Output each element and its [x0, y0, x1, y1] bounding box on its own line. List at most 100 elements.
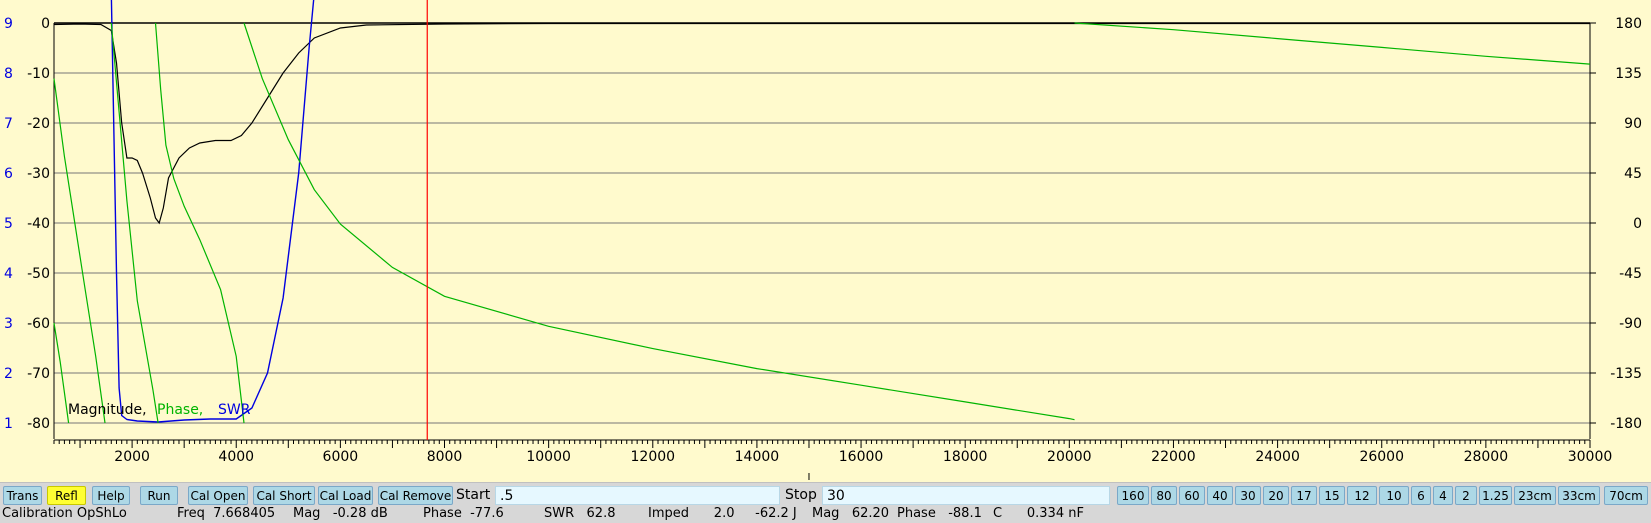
band-button-30[interactable]: 30	[1235, 486, 1261, 505]
left-axis: 9 0 8 -10 7 -20 6 -30 5 -40 4 -50 3 -60 2 -70 1 -80	[4, 16, 50, 432]
sweep-chart: 2000 4000 6000 8000 10000 12000 14000 16000 1800…	[0, 0, 1651, 480]
x-tick-label: 4000	[218, 449, 254, 465]
freq-readout: Freq 7.668405	[177, 506, 276, 521]
band-button-33cm[interactable]: 33cm	[1558, 486, 1600, 505]
stop-input[interactable]	[822, 486, 1110, 505]
x-tick-label: 8000	[427, 449, 463, 465]
phase-trace	[1074, 22, 1591, 65]
status-bar: Calibration OpShLo Freq 7.668405 Mag -0.…	[0, 506, 1651, 523]
mag-tick-label: -30	[27, 166, 50, 182]
band-button-6[interactable]: 6	[1411, 486, 1431, 505]
chart-grid	[53, 22, 1591, 439]
trans-button[interactable]: Trans	[3, 486, 42, 505]
phase-tick-label: -45	[1619, 266, 1642, 282]
phase-tick-label: 180	[1615, 16, 1642, 32]
x-tick-label: 22000	[1151, 449, 1196, 465]
band-button-2[interactable]: 2	[1455, 486, 1477, 505]
swr-tick-label: 6	[4, 166, 13, 182]
band-button-80[interactable]: 80	[1151, 486, 1177, 505]
swr-tick-label: 1	[4, 416, 13, 432]
band-button-15[interactable]: 15	[1319, 486, 1345, 505]
swr-readout: SWR 62.8	[544, 506, 616, 521]
cal-remove-button[interactable]: Cal Remove	[378, 486, 453, 505]
phase-tick-label: 135	[1615, 66, 1642, 82]
x-tick-label: 2000	[114, 449, 150, 465]
cal-short-button[interactable]: Cal Short	[253, 486, 315, 505]
capacitance-readout: C 0.334 nF	[993, 506, 1084, 521]
phase-trace	[53, 322, 70, 424]
phase-tick-label: 90	[1624, 116, 1642, 132]
calibration-status: Calibration OpShLo	[2, 506, 127, 521]
mag-ohms-readout: Mag 62.20	[812, 506, 890, 521]
band-button-1.25[interactable]: 1.25	[1479, 486, 1512, 505]
x-tick-label: 12000	[631, 449, 676, 465]
band-button-70cm[interactable]: 70cm	[1604, 486, 1648, 505]
swr-tick-label: 4	[4, 266, 13, 282]
swr-tick-label: 8	[4, 66, 13, 82]
x-tick-label: 18000	[943, 449, 988, 465]
phase-readout: Phase -77.6	[423, 506, 504, 521]
phase-tick-label: -135	[1610, 366, 1642, 382]
legend-item: SWR	[218, 402, 251, 418]
swr-tick-label: 5	[4, 216, 13, 232]
chart-traces	[53, 0, 1591, 440]
band-button-20[interactable]: 20	[1263, 486, 1289, 505]
mag-tick-label: -50	[27, 266, 50, 282]
x-tick-label: 24000	[1255, 449, 1300, 465]
swr-trace	[110, 0, 315, 423]
mag-tick-label: -10	[27, 66, 50, 82]
x-tick-label: 28000	[1464, 449, 1509, 465]
band-button-40[interactable]: 40	[1207, 486, 1233, 505]
x-tick-label: 20000	[1047, 449, 1092, 465]
right-axis: 180 135 90 45 0 -45 -90 -135 -180	[1590, 16, 1642, 432]
phase-tick-label: 0	[1633, 216, 1642, 232]
swr-tick-label: 7	[4, 116, 13, 132]
x-tick-label: 10000	[526, 449, 571, 465]
legend-item: Phase,	[157, 402, 203, 418]
x-tick-label: 6000	[323, 449, 359, 465]
cal-open-button[interactable]: Cal Open	[188, 486, 248, 505]
magnitude-trace	[53, 22, 1590, 225]
swr-tick-label: 3	[4, 316, 13, 332]
x-tick-label: 14000	[735, 449, 780, 465]
band-button-60[interactable]: 60	[1179, 486, 1205, 505]
phase-trace	[53, 78, 106, 424]
mag-tick-label: -60	[27, 316, 50, 332]
phase-tick-label: -180	[1610, 416, 1642, 432]
x-tick-label: 26000	[1359, 449, 1404, 465]
band-button-23cm[interactable]: 23cm	[1514, 486, 1556, 505]
mag-tick-label: -20	[27, 116, 50, 132]
x-axis: 2000 4000 6000 8000 10000 12000 14000 16000 1800…	[53, 439, 1613, 480]
band-button-10[interactable]: 10	[1379, 486, 1409, 505]
imped-readout: Imped 2.0 -62.2 J	[648, 506, 797, 521]
mag-tick-label: 0	[41, 16, 50, 32]
cal-load-button[interactable]: Cal Load	[318, 486, 373, 505]
run-button[interactable]: Run	[140, 486, 178, 505]
swr-tick-label: 2	[4, 366, 13, 382]
phase2-readout: Phase -88.1	[897, 506, 982, 521]
x-tick-label: 30000	[1568, 449, 1613, 465]
band-button-12[interactable]: 12	[1347, 486, 1377, 505]
chart-legend: Magnitude, Phase, SWR	[68, 402, 251, 418]
toolbar: Trans Refl Help Run Cal Open Cal Short C…	[0, 482, 1651, 507]
start-input[interactable]	[495, 486, 780, 505]
band-button-160[interactable]: 160	[1117, 486, 1149, 505]
stop-label: Stop	[785, 487, 817, 503]
mag-tick-label: -70	[27, 366, 50, 382]
phase-trace	[154, 22, 245, 424]
phase-trace	[110, 22, 159, 424]
help-button[interactable]: Help	[92, 486, 130, 505]
band-button-17[interactable]: 17	[1291, 486, 1317, 505]
mag-readout: Mag -0.28 dB	[293, 506, 388, 521]
legend-item: Magnitude,	[68, 402, 147, 418]
refl-button[interactable]: Refl	[47, 486, 86, 505]
phase-trace	[243, 22, 1075, 421]
chart-background	[0, 0, 1651, 480]
start-label: Start	[456, 487, 491, 503]
band-button-4[interactable]: 4	[1433, 486, 1453, 505]
x-tick-label: 16000	[839, 449, 884, 465]
swr-tick-label: 9	[4, 16, 13, 32]
phase-tick-label: -90	[1619, 316, 1642, 332]
mag-tick-label: -40	[27, 216, 50, 232]
mag-tick-label: -80	[27, 416, 50, 432]
